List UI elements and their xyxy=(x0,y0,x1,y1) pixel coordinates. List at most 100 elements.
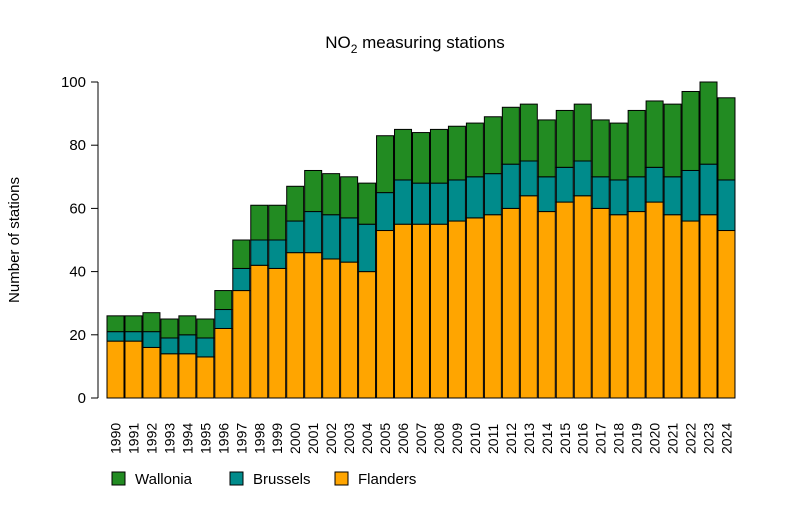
bar-wallonia-2010 xyxy=(465,122,484,178)
bar-brussels-2019 xyxy=(627,176,646,213)
bar-wallonia-1999 xyxy=(268,204,287,241)
bar-flanders-2014 xyxy=(537,211,556,399)
bar-wallonia-2022 xyxy=(681,90,700,171)
x-tick-label: 1993 xyxy=(161,423,177,454)
x-tick-label: 2022 xyxy=(683,423,699,454)
bar-flanders-2011 xyxy=(483,214,502,399)
bar-wallonia-2018 xyxy=(609,122,628,181)
x-tick-label: 2008 xyxy=(431,423,447,454)
bar-flanders-2012 xyxy=(501,207,520,399)
bar-brussels-2003 xyxy=(340,217,359,263)
x-tick-label: 2011 xyxy=(485,424,501,454)
bar-flanders-2001 xyxy=(304,252,323,399)
bar-brussels-1994 xyxy=(178,334,197,355)
bar-flanders-1994 xyxy=(178,353,197,399)
y-tick-label: 60 xyxy=(69,200,86,217)
bar-flanders-2013 xyxy=(519,195,538,399)
bar-wallonia-2004 xyxy=(358,182,377,225)
bar-wallonia-1996 xyxy=(214,290,233,311)
bar-flanders-2005 xyxy=(376,230,395,399)
bar-flanders-2007 xyxy=(411,223,430,399)
x-tick-label: 2009 xyxy=(449,423,465,454)
bar-brussels-2000 xyxy=(286,220,305,254)
bar-flanders-2022 xyxy=(681,220,700,399)
x-tick-label: 2016 xyxy=(575,423,591,454)
bar-wallonia-2021 xyxy=(663,103,682,178)
bar-wallonia-1994 xyxy=(178,315,197,336)
bar-wallonia-2017 xyxy=(591,119,610,178)
x-tick-label: 2013 xyxy=(521,423,537,454)
x-tick-label: 2023 xyxy=(701,423,717,454)
y-tick-label: 80 xyxy=(69,137,86,154)
bar-brussels-2005 xyxy=(376,192,395,232)
legend-label-brussels: Brussels xyxy=(253,471,311,488)
bar-flanders-1999 xyxy=(268,267,287,399)
bar-wallonia-1995 xyxy=(196,318,215,339)
bar-flanders-2004 xyxy=(358,271,377,399)
bar-flanders-2023 xyxy=(699,214,718,399)
legend-label-flanders: Flanders xyxy=(358,471,416,488)
bar-brussels-2009 xyxy=(447,179,466,222)
bar-flanders-1991 xyxy=(124,340,143,399)
bar-flanders-2018 xyxy=(609,214,628,399)
bar-brussels-2021 xyxy=(663,176,682,216)
x-tick-label: 2017 xyxy=(593,423,609,454)
bar-wallonia-1992 xyxy=(142,312,161,333)
bar-wallonia-2001 xyxy=(304,169,323,213)
x-tick-label: 2014 xyxy=(539,423,555,454)
bar-brussels-2004 xyxy=(358,223,377,273)
x-tick-label: 1990 xyxy=(108,423,124,454)
legend-swatch-flanders xyxy=(334,471,349,486)
x-tick-label: 2010 xyxy=(467,423,483,454)
y-tick-label: 20 xyxy=(69,327,86,344)
bar-brussels-2015 xyxy=(555,166,574,203)
bar-flanders-2015 xyxy=(555,201,574,399)
x-tick-label: 2012 xyxy=(503,423,519,454)
y-tick-label: 40 xyxy=(69,264,86,281)
legend: Wallonia Brussels Flanders xyxy=(111,471,416,488)
x-tick-label: 2001 xyxy=(305,423,321,454)
bar-wallonia-1990 xyxy=(106,315,125,333)
bar-brussels-2011 xyxy=(483,173,502,216)
bar-wallonia-2008 xyxy=(429,128,448,184)
bar-wallonia-1991 xyxy=(124,315,143,333)
legend-swatch-wallonia xyxy=(111,471,126,486)
bar-flanders-1998 xyxy=(250,264,269,399)
bar-brussels-1990 xyxy=(106,331,125,342)
x-tick-label: 1997 xyxy=(233,423,249,454)
bar-brussels-2022 xyxy=(681,169,700,222)
bar-wallonia-2014 xyxy=(537,119,556,178)
bar-brussels-2007 xyxy=(411,182,430,225)
bar-flanders-2020 xyxy=(645,201,664,399)
bar-brussels-1996 xyxy=(214,309,233,329)
legend-label-wallonia: Wallonia xyxy=(135,471,193,488)
x-tick-label: 1995 xyxy=(197,423,213,454)
bar-wallonia-2012 xyxy=(501,106,520,165)
x-tick-label: 2004 xyxy=(359,423,375,454)
bar-flanders-2021 xyxy=(663,214,682,399)
x-tick-label: 2018 xyxy=(611,423,627,454)
x-tick-label: 2021 xyxy=(665,423,681,454)
bar-flanders-1997 xyxy=(232,290,251,399)
x-axis-labels: 1990 1991 1992 1993 1994 1995 1996 1997 1998 1999… xyxy=(108,423,735,454)
x-tick-label: 1999 xyxy=(269,423,285,454)
bar-wallonia-2020 xyxy=(645,100,664,168)
bar-brussels-1991 xyxy=(124,331,143,342)
bar-flanders-1990 xyxy=(106,340,125,399)
bar-flanders-1995 xyxy=(196,356,215,399)
bars xyxy=(106,81,736,399)
bar-flanders-2009 xyxy=(447,220,466,399)
bar-flanders-2008 xyxy=(429,223,448,399)
x-tick-label: 2005 xyxy=(377,423,393,454)
bar-wallonia-2013 xyxy=(519,103,538,162)
chart-title: NO2 measuring stations xyxy=(325,33,505,56)
x-tick-label: 2015 xyxy=(557,423,573,454)
x-tick-label: 2006 xyxy=(395,423,411,454)
bar-brussels-2010 xyxy=(465,176,484,219)
x-tick-label: 1998 xyxy=(251,423,267,454)
bar-wallonia-1993 xyxy=(160,318,179,339)
x-tick-label: 1992 xyxy=(143,423,159,454)
x-tick-label: 2024 xyxy=(718,423,734,454)
bar-brussels-1999 xyxy=(268,239,287,269)
